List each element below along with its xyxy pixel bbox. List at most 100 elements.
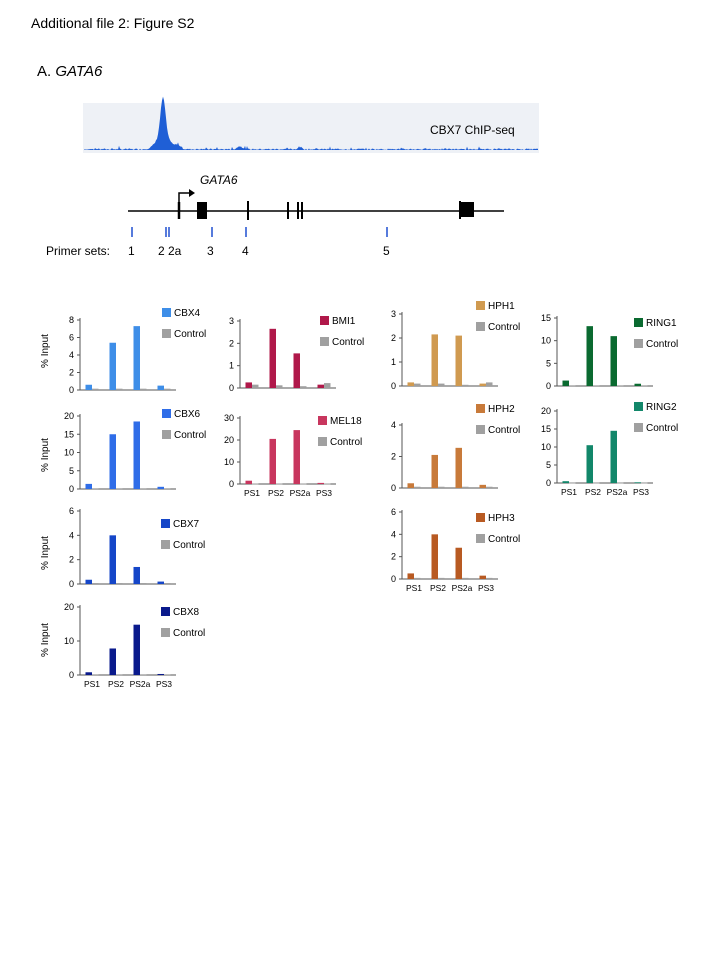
legend-swatch-cbx6	[162, 409, 171, 418]
bar-control-ps3	[641, 385, 648, 387]
y-tick-label: 1	[229, 361, 234, 371]
bar-control-ps2	[593, 482, 600, 484]
bar-cbx4-ps2	[109, 342, 116, 390]
bar-ring1-ps2a	[610, 336, 617, 386]
x-tick-label: PS1	[84, 679, 100, 689]
legend-swatch-control	[476, 425, 485, 434]
legend-swatch-control	[634, 339, 643, 348]
y-tick-label: 3	[391, 309, 396, 319]
y-tick-label: 20	[64, 411, 74, 421]
bar-control-ps1	[414, 486, 421, 488]
y-tick-label: 2	[391, 333, 396, 343]
legend-swatch-bmi1	[320, 316, 329, 325]
x-tick-label: PS3	[316, 488, 332, 498]
legend-swatch-control	[161, 540, 170, 549]
y-tick-label: 20	[224, 435, 234, 445]
y-tick-label: 6	[69, 506, 74, 516]
legend-label: Control	[488, 425, 520, 436]
bar-hph1-ps1	[407, 382, 414, 386]
bar-hph2-ps1	[407, 483, 414, 488]
legend-swatch-control	[162, 430, 171, 439]
bar-control-ps2a	[462, 577, 469, 579]
bar-mel18-ps1	[245, 480, 252, 484]
bar-hph1-ps2a	[455, 335, 462, 386]
bar-control-ps2a	[140, 583, 147, 584]
x-tick-label: PS2a	[607, 487, 628, 497]
chart-hph2: 0 2 4 HPH2 Control	[391, 404, 520, 493]
bar-control-ps2a	[300, 483, 307, 485]
legend-label: MEL18	[330, 416, 362, 427]
panel-title: A. GATA6	[37, 63, 102, 80]
legend-swatch-control	[162, 329, 171, 338]
legend-label: CBX8	[173, 607, 200, 618]
y-tick-label: 1	[391, 357, 396, 367]
legend-swatch-control	[161, 628, 170, 637]
bar-ring2-ps2	[586, 445, 593, 483]
y-tick-label: 0	[546, 478, 551, 488]
legend-swatch-control	[318, 437, 327, 446]
bar-control-ps2	[593, 385, 600, 387]
primer-label-4: 4	[242, 244, 249, 258]
gene-exon	[197, 202, 207, 219]
bar-control-ps3	[164, 488, 171, 490]
primer-label-1: 1	[128, 244, 135, 258]
legend-swatch-hph1	[476, 301, 485, 310]
legend-swatch-ring2	[634, 402, 643, 411]
bar-mel18-ps2	[269, 438, 276, 484]
bar-cbx7-ps2	[109, 535, 116, 584]
x-tick-label: PS1	[406, 583, 422, 593]
bar-cbx4-ps1	[85, 384, 92, 390]
bar-control-ps1	[569, 482, 576, 484]
bar-control-ps2a	[462, 384, 469, 386]
legend-swatch-hph3	[476, 513, 485, 522]
legend-label: RING2	[646, 402, 677, 413]
y-tick-label: 4	[391, 529, 396, 539]
legend-swatch-hph2	[476, 404, 485, 413]
legend-swatch-control	[634, 423, 643, 432]
x-tick-label: PS1	[244, 488, 260, 498]
bar-hph3-ps2a	[455, 547, 462, 579]
chart-ring2: 0 5 10 15 20 PS1 PS2 PS2a PS3 RING2 Control	[541, 402, 678, 497]
y-tick-label: 0	[229, 383, 234, 393]
legend-label: HPH2	[488, 404, 515, 415]
y-tick-label: 10	[541, 442, 551, 452]
primer-label-3: 3	[207, 244, 214, 258]
bar-bmi1-ps3	[317, 384, 324, 388]
bar-bmi1-ps2	[269, 328, 276, 388]
y-tick-label: 6	[69, 333, 74, 343]
y-tick-label: 30	[224, 413, 234, 423]
y-tick-label: 4	[69, 530, 74, 540]
legend-label: RING1	[646, 318, 677, 329]
bar-control-ps2	[276, 385, 283, 388]
x-tick-label: PS2	[585, 487, 601, 497]
legend-swatch-cbx8	[161, 607, 170, 616]
legend-swatch-cbx4	[162, 308, 171, 317]
bar-hph1-ps2	[431, 334, 438, 386]
primer-sets: Primer sets: 1 2 2a 3 4 5	[46, 227, 390, 258]
y-tick-label: 10	[64, 448, 74, 458]
x-tick-label: PS3	[156, 679, 172, 689]
x-tick-label: PS3	[478, 583, 494, 593]
primer-label-5: 5	[383, 244, 390, 258]
y-tick-label: 2	[391, 452, 396, 462]
legend-label: CBX6	[174, 409, 201, 420]
bar-cbx6-ps3	[157, 486, 164, 489]
bar-cbx6-ps1	[85, 483, 92, 489]
bar-control-ps2a	[140, 674, 147, 676]
y-tick-label: 5	[546, 460, 551, 470]
bar-ring1-ps1	[562, 380, 569, 386]
legend-swatch-mel18	[318, 416, 327, 425]
bar-cbx6-ps2	[109, 434, 116, 489]
legend-label: Control	[173, 540, 205, 551]
legend-label: BMI1	[332, 316, 356, 327]
y-tick-label: 20	[541, 406, 551, 416]
bar-mel18-ps3	[317, 482, 324, 484]
bar-control-ps1	[252, 483, 259, 485]
y-tick-label: 5	[546, 358, 551, 368]
chipseq-track: CBX7 ChIP-seq	[83, 96, 539, 153]
y-axis-label: % Input	[40, 438, 51, 472]
y-tick-label: 8	[69, 315, 74, 325]
panel-letter: A.	[37, 63, 52, 80]
y-tick-label: 0	[391, 381, 396, 391]
panel-gene: GATA6	[55, 63, 103, 80]
